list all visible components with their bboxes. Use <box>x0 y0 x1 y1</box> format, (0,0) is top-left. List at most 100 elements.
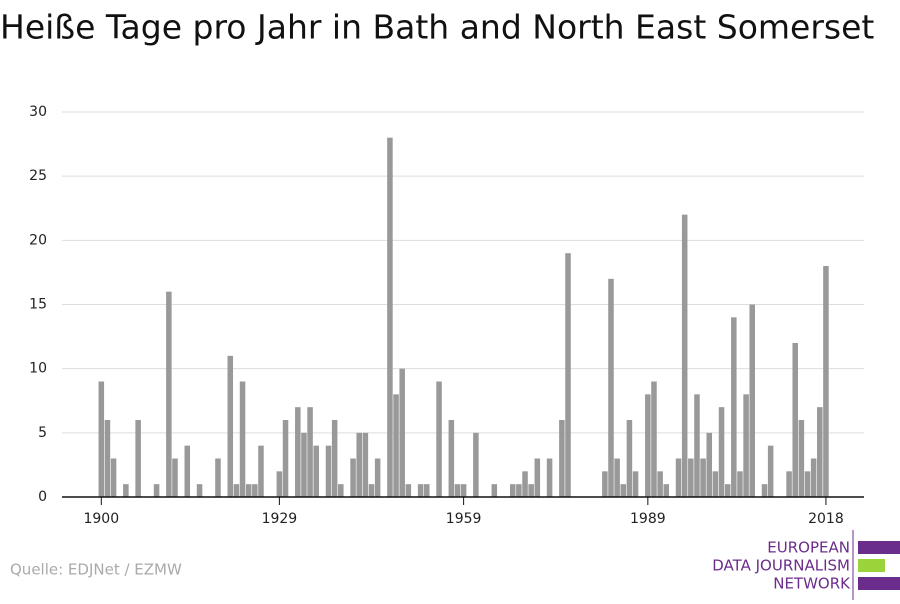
bar <box>675 458 682 497</box>
bar <box>184 445 191 497</box>
bar <box>700 458 706 497</box>
bar <box>166 291 172 497</box>
bar <box>436 381 442 497</box>
bar <box>761 484 768 497</box>
y-tick-label: 0 <box>38 489 47 505</box>
logo-bar <box>858 577 900 590</box>
bar <box>227 355 234 497</box>
bar <box>651 381 657 497</box>
bar <box>313 445 319 497</box>
bar <box>767 445 774 497</box>
bar <box>98 381 105 497</box>
x-tick-label: 2018 <box>808 511 844 527</box>
bar <box>663 484 670 497</box>
bar <box>110 458 117 497</box>
bar <box>798 420 805 497</box>
bar <box>295 407 301 497</box>
bar <box>681 214 688 497</box>
bar <box>460 484 467 497</box>
bar <box>405 484 412 497</box>
source: Quelle: EDJNet / EZMW <box>10 561 182 579</box>
bar <box>331 420 338 497</box>
y-tick-label: 5 <box>38 425 47 441</box>
y-tick-label: 30 <box>29 104 47 120</box>
bar <box>608 278 614 497</box>
bar <box>252 484 258 497</box>
bar <box>602 471 608 497</box>
logo-text: EUROPEAN <box>767 539 850 557</box>
bar <box>172 458 178 497</box>
bar <box>823 266 829 497</box>
bar <box>239 381 246 497</box>
bar <box>325 445 332 497</box>
bar <box>516 484 522 497</box>
bar <box>135 420 141 497</box>
bar <box>374 458 381 497</box>
bar <box>546 458 553 497</box>
x-tick-label: 1900 <box>83 511 119 527</box>
bar <box>104 420 111 497</box>
bar <box>632 471 639 497</box>
bar <box>522 471 528 497</box>
bar <box>356 432 362 497</box>
bar <box>233 484 240 497</box>
bar <box>743 394 749 497</box>
bar <box>282 420 289 497</box>
bar <box>534 458 541 497</box>
bar <box>473 432 479 497</box>
bar <box>338 484 344 497</box>
logo: EUROPEAN DATA JOURNALISM NETWORK <box>712 530 900 600</box>
logo-text: NETWORK <box>773 575 851 593</box>
y-tick-label: 10 <box>29 361 47 377</box>
y-tick-label: 20 <box>29 232 47 248</box>
bar <box>424 484 430 497</box>
bar <box>368 484 375 497</box>
y-tick-label: 15 <box>29 297 47 313</box>
bar <box>387 137 393 497</box>
bar <box>509 484 516 497</box>
bar <box>454 484 461 497</box>
bar <box>448 420 455 497</box>
bar <box>657 471 663 497</box>
x-tick-label: 1959 <box>446 511 482 527</box>
bar <box>362 432 369 497</box>
bar <box>307 407 313 497</box>
bar <box>688 458 694 497</box>
bar <box>196 484 203 497</box>
bar <box>123 484 129 497</box>
bar <box>559 420 565 497</box>
bar <box>153 484 160 497</box>
bar <box>724 484 731 497</box>
bar <box>706 432 713 497</box>
logo-text: DATA JOURNALISM <box>712 557 850 575</box>
bar <box>399 368 405 497</box>
bar <box>694 394 700 497</box>
bar <box>565 253 571 497</box>
bar <box>215 458 221 497</box>
bar <box>258 445 264 497</box>
bar <box>792 343 798 497</box>
bar <box>245 484 252 497</box>
bar <box>626 420 633 497</box>
bar <box>528 484 534 497</box>
bar <box>749 304 755 497</box>
y-tick-label: 25 <box>29 168 47 184</box>
bar <box>491 484 498 497</box>
bar <box>804 471 811 497</box>
bar <box>620 484 627 497</box>
x-tick-label: 1989 <box>630 511 666 527</box>
bar <box>817 407 823 497</box>
bar <box>810 458 817 497</box>
bar <box>417 484 424 497</box>
bar <box>645 394 651 497</box>
bar <box>301 432 307 497</box>
logo-bar <box>858 559 885 572</box>
bar <box>393 394 399 497</box>
x-tick-label: 1929 <box>262 511 298 527</box>
bar <box>786 471 792 497</box>
bar <box>614 458 620 497</box>
logo-bar <box>858 541 900 554</box>
bar <box>350 458 356 497</box>
bar <box>712 471 719 497</box>
